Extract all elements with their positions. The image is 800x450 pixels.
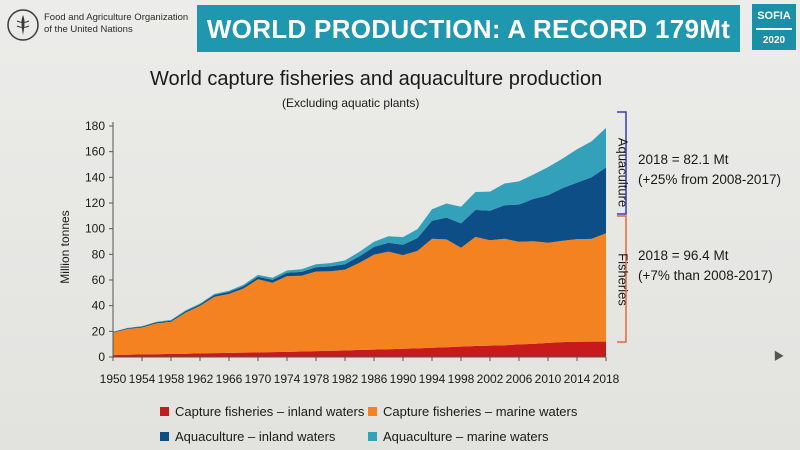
fisheries-bracket-label: Fisheries bbox=[615, 253, 631, 306]
x-tick-label: 1990 bbox=[390, 372, 417, 386]
y-tick-label: 20 bbox=[92, 324, 106, 338]
fisheries-note-line1: 2018 = 96.4 Mt bbox=[638, 248, 729, 263]
x-tick-label: 1986 bbox=[361, 372, 388, 386]
area-series-2 bbox=[113, 233, 606, 356]
legend-label: Aquaculture – marine waters bbox=[383, 429, 549, 444]
x-tick-label: 2010 bbox=[535, 372, 562, 386]
legend-item-aqua-inland: Aquaculture – inland waters bbox=[160, 429, 335, 444]
x-tick-label: 1978 bbox=[303, 372, 330, 386]
aquaculture-note-line2: (+25% from 2008-2017) bbox=[638, 172, 781, 187]
sofia-badge-name: SOFIA bbox=[757, 10, 791, 22]
y-tick-label: 140 bbox=[85, 170, 105, 184]
y-tick-label: 60 bbox=[92, 273, 106, 287]
chart-legend: Capture fisheries – inland waters Captur… bbox=[160, 404, 580, 448]
aquaculture-note-line1: 2018 = 82.1 Mt bbox=[638, 152, 729, 167]
legend-swatch bbox=[160, 407, 169, 416]
y-tick-label: 0 bbox=[98, 350, 105, 364]
legend-item-capture-inland: Capture fisheries – inland waters bbox=[160, 404, 364, 419]
fao-org-name: Food and Agriculture Organization of the… bbox=[44, 12, 188, 36]
fisheries-note-line2: (+7% than 2008-2017) bbox=[638, 268, 773, 283]
legend-swatch bbox=[160, 432, 169, 441]
x-tick-label: 1962 bbox=[187, 372, 214, 386]
area-series-1 bbox=[113, 341, 606, 357]
fisheries-bracket bbox=[617, 215, 627, 343]
legend-label: Capture fisheries – inland waters bbox=[175, 404, 365, 419]
aquaculture-bracket-label: Aquaculture bbox=[615, 137, 631, 208]
x-tick-label: 1954 bbox=[129, 372, 156, 386]
slide-header: Food and Agriculture Organization of the… bbox=[0, 0, 800, 56]
banner-title: WORLD PRODUCTION: A RECORD 179Mt bbox=[206, 14, 731, 44]
y-tick-label: 80 bbox=[92, 247, 106, 261]
x-tick-label: 1998 bbox=[448, 372, 475, 386]
x-tick-label: 1966 bbox=[216, 372, 243, 386]
x-tick-label: 1970 bbox=[245, 372, 272, 386]
fao-logo-icon bbox=[7, 9, 39, 41]
chart-title: World capture fisheries and aquaculture … bbox=[150, 68, 603, 90]
y-tick-label: 120 bbox=[85, 196, 105, 210]
x-tick-label: 1994 bbox=[419, 372, 446, 386]
y-tick-label: 100 bbox=[85, 222, 105, 236]
fisheries-note: 2018 = 96.4 Mt (+7% than 2008-2017) bbox=[638, 246, 773, 286]
x-tick-label: 1982 bbox=[332, 372, 359, 386]
fao-org-name-line2: of the United Nations bbox=[44, 24, 133, 35]
x-tick-label: 2002 bbox=[477, 372, 504, 386]
legend-swatch bbox=[368, 407, 377, 416]
y-tick-label: 180 bbox=[85, 119, 105, 133]
sofia-badge: SOFIA 2020 bbox=[752, 4, 796, 50]
sofia-badge-divider bbox=[756, 28, 792, 30]
legend-label: Aquaculture – inland waters bbox=[175, 429, 336, 444]
legend-item-aqua-marine: Aquaculture – marine waters bbox=[368, 429, 548, 444]
title-banner: WORLD PRODUCTION: A RECORD 179Mt bbox=[197, 5, 740, 52]
x-tick-label: 2014 bbox=[564, 372, 591, 386]
chart-subtitle: (Excluding aquatic plants) bbox=[282, 96, 420, 110]
aquaculture-bracket bbox=[617, 111, 627, 215]
legend-item-capture-marine: Capture fisheries – marine waters bbox=[368, 404, 577, 419]
legend-label: Capture fisheries – marine waters bbox=[383, 404, 578, 419]
aquaculture-note: 2018 = 82.1 Mt (+25% from 2008-2017) bbox=[638, 150, 781, 190]
x-tick-label: 1950 bbox=[100, 372, 127, 386]
y-tick-label: 160 bbox=[85, 145, 105, 159]
y-tick-label: 40 bbox=[92, 299, 106, 313]
x-tick-label: 2006 bbox=[506, 372, 533, 386]
legend-swatch bbox=[368, 432, 377, 441]
x-tick-label: 1958 bbox=[158, 372, 185, 386]
fao-org-name-line1: Food and Agriculture Organization bbox=[44, 12, 189, 23]
x-tick-label: 2018 bbox=[593, 372, 620, 386]
sofia-badge-year: 2020 bbox=[762, 35, 786, 46]
x-tick-label: 1974 bbox=[274, 372, 301, 386]
